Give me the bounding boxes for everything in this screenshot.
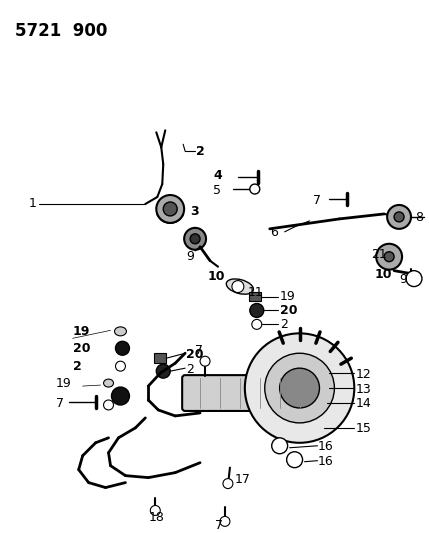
- Circle shape: [184, 228, 206, 250]
- Text: 10: 10: [208, 270, 226, 283]
- Circle shape: [200, 356, 210, 366]
- Text: 21: 21: [371, 248, 387, 261]
- Text: 17: 17: [235, 473, 251, 486]
- Circle shape: [250, 303, 264, 318]
- Text: 16: 16: [317, 455, 333, 468]
- Text: 2: 2: [73, 360, 82, 373]
- Circle shape: [103, 400, 114, 410]
- Text: 2: 2: [196, 145, 205, 158]
- Circle shape: [163, 202, 177, 216]
- Circle shape: [406, 271, 422, 287]
- Circle shape: [115, 341, 130, 355]
- Text: 5721  900: 5721 900: [15, 22, 107, 40]
- Circle shape: [265, 353, 334, 423]
- Circle shape: [287, 452, 302, 467]
- Circle shape: [384, 252, 394, 262]
- Text: 12: 12: [355, 368, 371, 381]
- Text: 19: 19: [56, 377, 72, 390]
- Text: 19: 19: [280, 290, 296, 303]
- Circle shape: [245, 333, 354, 443]
- Circle shape: [272, 438, 287, 454]
- Text: 10: 10: [374, 268, 392, 281]
- Text: 5: 5: [213, 183, 221, 197]
- Bar: [154, 353, 166, 363]
- Text: 6: 6: [270, 227, 278, 239]
- Text: 4: 4: [213, 168, 222, 182]
- Text: 19: 19: [73, 325, 90, 338]
- Text: 15: 15: [355, 422, 371, 435]
- Text: 2: 2: [280, 318, 287, 331]
- Circle shape: [112, 387, 130, 405]
- Circle shape: [376, 244, 402, 270]
- Text: 20: 20: [73, 342, 90, 355]
- Circle shape: [280, 368, 320, 408]
- Text: 16: 16: [317, 440, 333, 453]
- Text: 9: 9: [399, 273, 407, 286]
- Circle shape: [223, 479, 233, 489]
- Bar: [249, 292, 261, 302]
- Text: 3: 3: [190, 205, 199, 219]
- Text: 1: 1: [29, 198, 37, 211]
- Text: 9: 9: [186, 250, 194, 263]
- Circle shape: [232, 280, 244, 293]
- Text: 7: 7: [312, 193, 320, 206]
- Circle shape: [156, 364, 170, 378]
- FancyBboxPatch shape: [182, 375, 317, 411]
- Circle shape: [394, 212, 404, 222]
- Text: 20: 20: [280, 304, 297, 317]
- Circle shape: [387, 205, 411, 229]
- Text: 13: 13: [355, 383, 371, 395]
- Text: 2: 2: [186, 362, 194, 376]
- Text: 8: 8: [415, 212, 423, 224]
- Text: 14: 14: [355, 398, 371, 410]
- Text: 20: 20: [186, 348, 204, 361]
- Circle shape: [115, 361, 125, 371]
- Ellipse shape: [103, 379, 114, 387]
- Circle shape: [220, 516, 230, 527]
- Circle shape: [156, 195, 184, 223]
- Ellipse shape: [226, 279, 254, 294]
- Ellipse shape: [115, 327, 127, 336]
- Text: 7: 7: [56, 398, 64, 410]
- Circle shape: [250, 184, 260, 194]
- Text: 7: 7: [215, 519, 223, 532]
- Text: 7: 7: [195, 344, 203, 357]
- Text: 18: 18: [148, 511, 164, 524]
- Text: 11: 11: [248, 286, 263, 299]
- Circle shape: [252, 319, 262, 329]
- Circle shape: [190, 234, 200, 244]
- Circle shape: [150, 505, 160, 515]
